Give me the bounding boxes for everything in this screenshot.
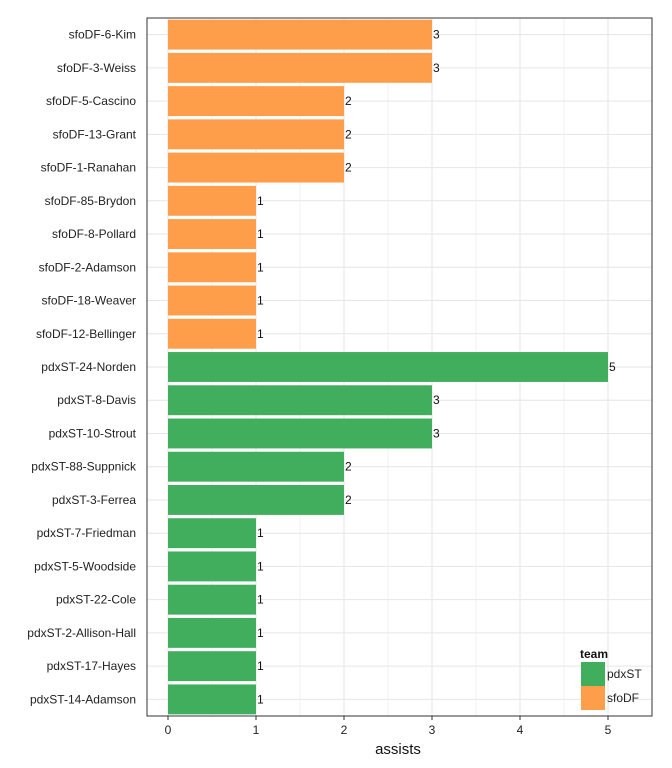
- bar-pdxST-7-Friedman: [168, 518, 256, 549]
- bar-sfoDF-5-Cascino: [168, 86, 344, 117]
- y-tick-label: pdxST-3-Ferrea: [52, 493, 136, 507]
- y-tick-label: sfoDF-13-Grant: [53, 127, 137, 141]
- bar-value-label: 1: [257, 260, 264, 274]
- x-tick-label: 3: [429, 723, 436, 737]
- bar-value-label: 3: [433, 61, 440, 75]
- y-tick-label: sfoDF-6-Kim: [69, 28, 136, 42]
- bar-sfoDF-12-Bellinger: [168, 318, 256, 349]
- legend-label: pdxST: [607, 667, 642, 681]
- bar-value-label: 2: [345, 127, 352, 141]
- y-tick-label: pdxST-5-Woodside: [34, 559, 136, 573]
- bar-pdxST-88-Suppnick: [168, 451, 344, 482]
- bar-value-label: 1: [257, 593, 264, 607]
- y-tick-label: sfoDF-1-Ranahan: [41, 161, 136, 175]
- bar-value-label: 1: [257, 659, 264, 673]
- bar-pdxST-24-Norden: [168, 352, 608, 382]
- x-tick-label: 1: [253, 723, 260, 737]
- bar-value-label: 1: [257, 294, 264, 308]
- y-tick-label: pdxST-17-Hayes: [47, 659, 136, 673]
- bar-sfoDF-18-Weaver: [168, 285, 256, 316]
- bar-sfoDF-6-Kim: [168, 19, 432, 50]
- bar-pdxST-10-Strout: [168, 418, 432, 449]
- x-tick-label: 5: [605, 723, 612, 737]
- plot-panel-border: [146, 17, 653, 717]
- y-tick-label: sfoDF-12-Bellinger: [36, 327, 136, 341]
- bar-sfoDF-3-Weiss: [168, 52, 432, 83]
- bar-pdxST-8-Davis: [168, 385, 432, 416]
- legend-title: team: [580, 647, 608, 661]
- bar-pdxST-22-Cole: [168, 584, 256, 615]
- x-tick-label: 4: [517, 723, 524, 737]
- bar-value-label: 2: [345, 94, 352, 108]
- bar-value-label: 2: [345, 161, 352, 175]
- y-tick-label: pdxST-10-Strout: [49, 426, 137, 440]
- bar-value-label: 5: [609, 360, 616, 374]
- bar-pdxST-5-Woodside: [168, 551, 256, 582]
- y-tick-label: sfoDF-18-Weaver: [42, 294, 136, 308]
- bar-pdxST-3-Ferrea: [168, 484, 344, 515]
- y-tick-label: sfoDF-85-Brydon: [45, 194, 136, 208]
- y-tick-label: pdxST-88-Suppnick: [31, 460, 137, 474]
- bar-value-label: 3: [433, 28, 440, 42]
- y-tick-label: sfoDF-3-Weiss: [57, 61, 136, 75]
- bar-sfoDF-8-Pollard: [168, 219, 256, 250]
- legend: team pdxST sfoDF: [580, 647, 642, 710]
- y-tick-label: sfoDF-8-Pollard: [52, 227, 136, 241]
- y-tick-label: sfoDF-5-Cascino: [46, 94, 136, 108]
- x-tick-label: 2: [341, 723, 348, 737]
- x-axis-title: assists: [375, 741, 421, 758]
- x-tick-label: 0: [165, 723, 172, 737]
- y-tick-label: pdxST-24-Norden: [41, 360, 136, 374]
- bar-value-label: 1: [257, 559, 264, 573]
- bar-pdxST-2-Allison-Hall: [168, 617, 256, 648]
- legend-label: sfoDF: [607, 691, 639, 705]
- bar-sfoDF-2-Adamson: [168, 252, 256, 283]
- y-tick-label: pdxST-8-Davis: [57, 393, 136, 407]
- bar-value-label: 3: [433, 426, 440, 440]
- bar-value-label: 1: [257, 626, 264, 640]
- y-tick-labels: sfoDF-6-Kim sfoDF-3-Weiss sfoDF-5-Cascino s…: [27, 28, 137, 707]
- y-tick-label: pdxST-2-Allison-Hall: [27, 626, 136, 640]
- bar-value-label: 1: [257, 327, 264, 341]
- bar-value-label: 1: [257, 194, 264, 208]
- y-tick-label: pdxST-7-Friedman: [37, 526, 136, 540]
- bar-value-label: 3: [433, 393, 440, 407]
- bars: 3 3 2 2 2 1 1 1 1 1 5 3 3 2 2 1 1 1 1 1 1: [168, 19, 616, 715]
- bar-value-label: 1: [257, 227, 264, 241]
- y-tick-label: pdxST-14-Adamson: [30, 692, 136, 706]
- x-tick-labels: 0 1 2 3 4 5: [165, 716, 612, 737]
- legend-key-pdxST: [581, 662, 605, 686]
- bar-sfoDF-1-Ranahan: [168, 152, 344, 183]
- y-tick-label: sfoDF-2-Adamson: [39, 260, 136, 274]
- bar-sfoDF-85-Brydon: [168, 185, 256, 216]
- bar-value-label: 2: [345, 460, 352, 474]
- bar-pdxST-14-Adamson: [168, 684, 256, 715]
- bar-sfoDF-13-Grant: [168, 119, 344, 150]
- bar-value-label: 1: [257, 526, 264, 540]
- legend-key-sfoDF: [581, 686, 605, 710]
- bar-pdxST-17-Hayes: [168, 651, 256, 682]
- bar-value-label: 1: [257, 692, 264, 706]
- y-tick-label: pdxST-22-Cole: [56, 593, 136, 607]
- bar-value-label: 2: [345, 493, 352, 507]
